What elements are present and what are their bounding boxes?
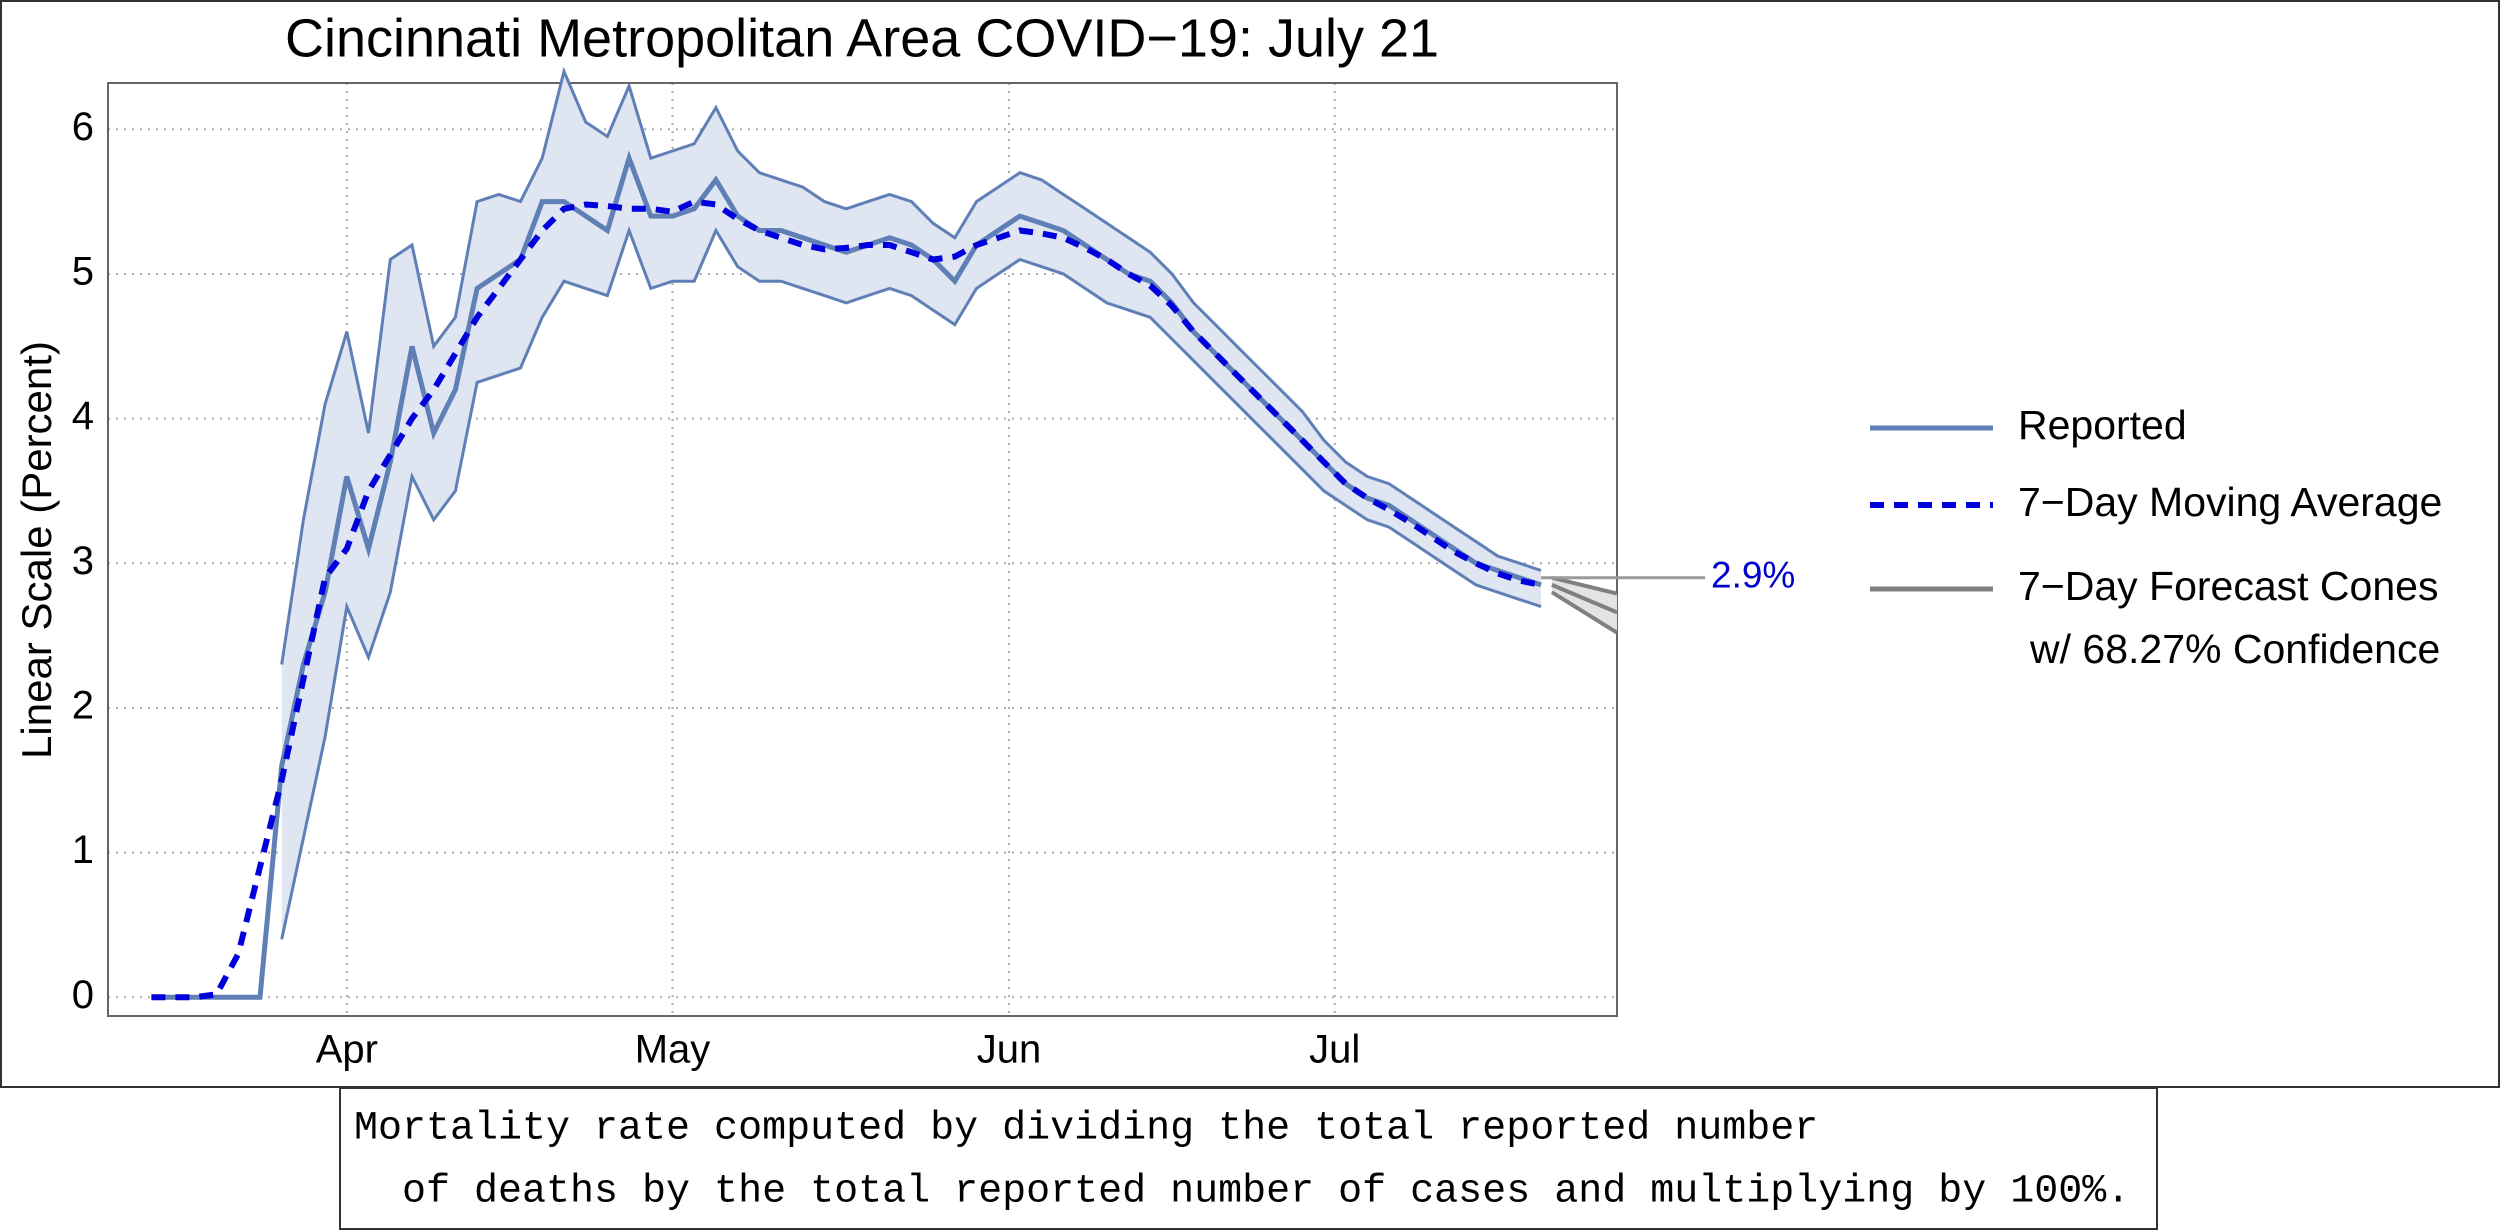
forecast-line	[1551, 575, 1618, 596]
footnote-line: of deaths by the total reported number o…	[354, 1170, 2130, 1215]
legend-label: 7−Day Moving Average	[2018, 479, 2442, 525]
x-tick-label: May	[635, 1028, 711, 1072]
forecast-line	[1550, 590, 1619, 635]
chart-title: Cincinnati Metropolitan Area COVID−19: J…	[285, 8, 1439, 68]
y-tick-label: 2	[72, 683, 94, 727]
plot-frame	[107, 82, 1618, 1017]
legend-label: 7−Day Forecast Cones	[2018, 563, 2438, 609]
y-tick-label: 5	[72, 250, 94, 294]
band-edge	[280, 226, 1542, 940]
y-tick-label: 3	[72, 539, 94, 583]
series-line	[151, 198, 1542, 1001]
y-tick-label: 6	[72, 105, 94, 149]
forecast-line	[1551, 583, 1618, 615]
legend-label: Reported	[2018, 402, 2187, 448]
y-tick-label: 0	[72, 973, 94, 1017]
y-tick-label: 1	[72, 828, 94, 872]
annotation-label: 2.9%	[1711, 554, 1795, 595]
y-axis-label: Linear Scale (Percent)	[13, 341, 60, 759]
x-tick-label: Jun	[977, 1028, 1042, 1072]
confidence-band	[281, 71, 1542, 940]
y-tick-label: 4	[72, 394, 94, 438]
legend-label: w/ 68.27% Confidence	[2029, 626, 2440, 672]
x-tick-label: Jul	[1309, 1028, 1360, 1072]
band-edge	[280, 66, 1542, 665]
footnote-line: Mortality rate computed by dividing the …	[354, 1107, 1818, 1152]
footnote-box	[339, 1087, 2158, 1230]
x-tick-label: Apr	[316, 1028, 378, 1072]
